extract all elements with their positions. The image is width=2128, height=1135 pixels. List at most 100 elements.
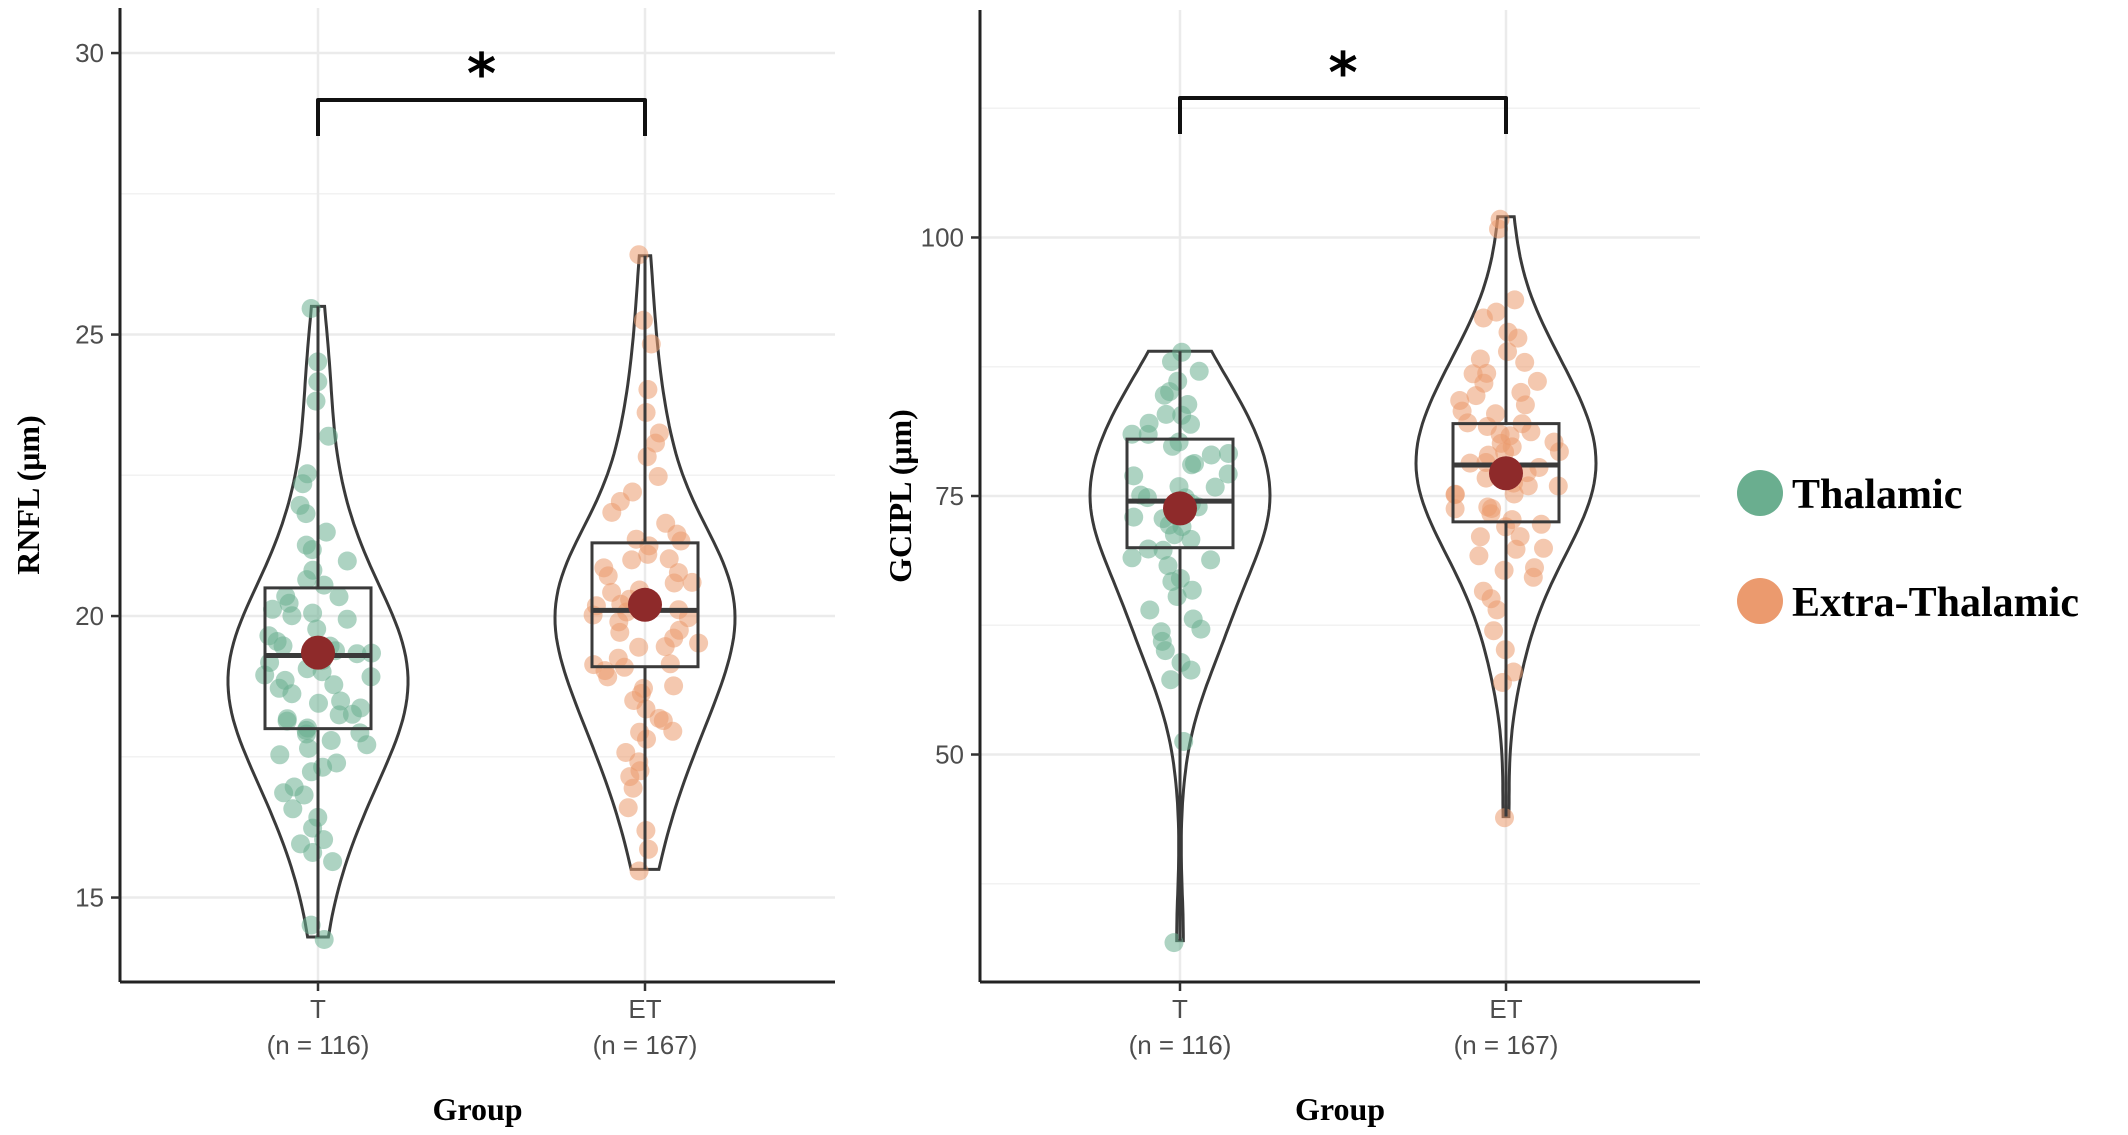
gcipl-data-point — [1505, 290, 1525, 310]
gcipl-data-point — [1169, 477, 1189, 497]
gcipl-data-point — [1122, 424, 1142, 444]
gcipl-data-point — [1500, 426, 1520, 446]
gcipl-n-label: (n = 167) — [1454, 1030, 1559, 1060]
rnfl-data-point — [276, 586, 296, 606]
rnfl-data-point — [277, 709, 297, 729]
gcipl-data-point — [1205, 477, 1225, 497]
legend-label-extra-thalamic: Extra-Thalamic — [1792, 580, 2079, 626]
rnfl-data-point — [584, 655, 604, 675]
gcipl-data-point — [1484, 621, 1504, 641]
gcipl-data-point — [1478, 445, 1498, 465]
rnfl-data-point — [291, 834, 310, 854]
gcipl-data-point — [1463, 364, 1483, 384]
gcipl-x-tick-label: ET — [1489, 994, 1522, 1024]
rnfl-data-point — [284, 777, 304, 797]
rnfl-data-point — [350, 723, 370, 743]
gcipl-data-point — [1182, 580, 1202, 600]
gcipl-data-point — [1178, 395, 1198, 414]
gcipl-data-point — [1504, 662, 1523, 682]
rnfl-data-point — [618, 798, 638, 818]
gcipl-data-point — [1219, 444, 1238, 463]
gcipl-data-point — [1470, 527, 1490, 547]
rnfl-data-point — [608, 648, 628, 668]
legend: Thalamic Extra-Thalamic — [1737, 470, 2079, 626]
gcipl-data-point — [1122, 548, 1142, 568]
legend-swatch-thalamic — [1737, 470, 1783, 516]
gcipl-data-point — [1529, 458, 1549, 477]
rnfl-significance-bracket — [316, 98, 647, 136]
rnfl-mean-marker — [628, 587, 662, 622]
gcipl-panel: 50 75 100 GCIPL (μm) Group T (n = 116) ET (n = 1… — [882, 10, 1700, 1127]
rnfl-data-point — [275, 670, 295, 690]
gcipl-data-point — [1486, 302, 1506, 322]
gcipl-data-point — [1525, 558, 1544, 578]
legend-label-thalamic: Thalamic — [1792, 472, 1962, 518]
rnfl-data-point — [623, 482, 642, 502]
rnfl-data-point — [316, 522, 336, 542]
rnfl-data-point — [626, 529, 646, 549]
gcipl-data-point — [1531, 514, 1551, 534]
gcipl-data-point — [1168, 371, 1188, 391]
gcipl-x-axis-title: Group — [1295, 1091, 1385, 1127]
rnfl-y-tick-label: 30 — [75, 38, 104, 68]
gcipl-data-point — [1515, 352, 1535, 372]
rnfl-data-point — [299, 738, 318, 758]
rnfl-data-point — [664, 676, 684, 696]
rnfl-n-label: (n = 167) — [593, 1030, 698, 1060]
gcipl-data-point — [1140, 600, 1160, 620]
rnfl-y-axis-title: RNFL (μm) — [10, 415, 46, 574]
gcipl-data-point — [1445, 485, 1465, 505]
gcipl-data-point — [1498, 322, 1518, 342]
rnfl-data-point — [633, 310, 653, 330]
gcipl-significance-star: * — [1328, 41, 1357, 106]
rnfl-data-point — [323, 852, 343, 872]
legend-swatch-extra-thalamic — [1737, 578, 1783, 624]
rnfl-data-point — [329, 587, 349, 607]
rnfl-data-point — [622, 550, 642, 570]
gcipl-data-point — [1163, 436, 1182, 456]
gcipl-data-point — [1172, 342, 1192, 362]
rnfl-data-point — [659, 549, 679, 569]
rnfl-data-point — [296, 535, 316, 555]
rnfl-data-point — [303, 560, 323, 580]
gcipl-mean-marker — [1163, 491, 1197, 526]
gcipl-data-point — [1544, 432, 1564, 452]
gcipl-data-point — [1482, 499, 1502, 518]
rnfl-data-point — [648, 467, 668, 486]
gcipl-data-point — [1161, 670, 1181, 690]
gcipl-data-point — [1139, 413, 1159, 433]
rnfl-y-tick-label: 25 — [75, 320, 104, 350]
gcipl-data-point — [1486, 404, 1505, 424]
rnfl-data-point — [324, 675, 344, 695]
gcipl-data-point — [1469, 546, 1489, 566]
gcipl-y-axis-title: GCIPL (μm) — [882, 409, 918, 583]
rnfl-data-point — [656, 513, 676, 533]
rnfl-data-point — [637, 447, 657, 467]
rnfl-data-point — [351, 698, 371, 718]
rnfl-x-tick-label: ET — [628, 994, 661, 1024]
gcipl-mean-marker — [1489, 456, 1523, 491]
gcipl-data-point — [1154, 385, 1174, 405]
rnfl-x-tick-label: T — [310, 994, 326, 1024]
rnfl-data-point — [327, 753, 347, 773]
rnfl-data-point — [259, 626, 279, 646]
gcipl-y-tick-label: 50 — [935, 740, 964, 770]
rnfl-data-point — [301, 299, 321, 318]
rnfl-data-point — [331, 691, 351, 711]
gcipl-data-point — [1174, 732, 1194, 751]
gcipl-data-point — [1477, 363, 1497, 383]
rnfl-data-point — [649, 708, 669, 728]
gcipl-x-tick-label: T — [1172, 994, 1188, 1024]
gcipl-data-point — [1470, 349, 1490, 369]
gcipl-data-point — [1162, 572, 1182, 591]
gcipl-data-point — [1151, 622, 1171, 642]
gcipl-data-point — [1473, 581, 1493, 601]
gcipl-data-point — [1201, 550, 1221, 570]
rnfl-x-axis-title: Group — [432, 1091, 522, 1127]
gcipl-data-point — [1201, 445, 1221, 465]
rnfl-data-point — [307, 619, 327, 639]
rnfl-data-point — [616, 743, 636, 762]
rnfl-data-point — [319, 426, 338, 446]
rnfl-data-point — [639, 839, 658, 859]
